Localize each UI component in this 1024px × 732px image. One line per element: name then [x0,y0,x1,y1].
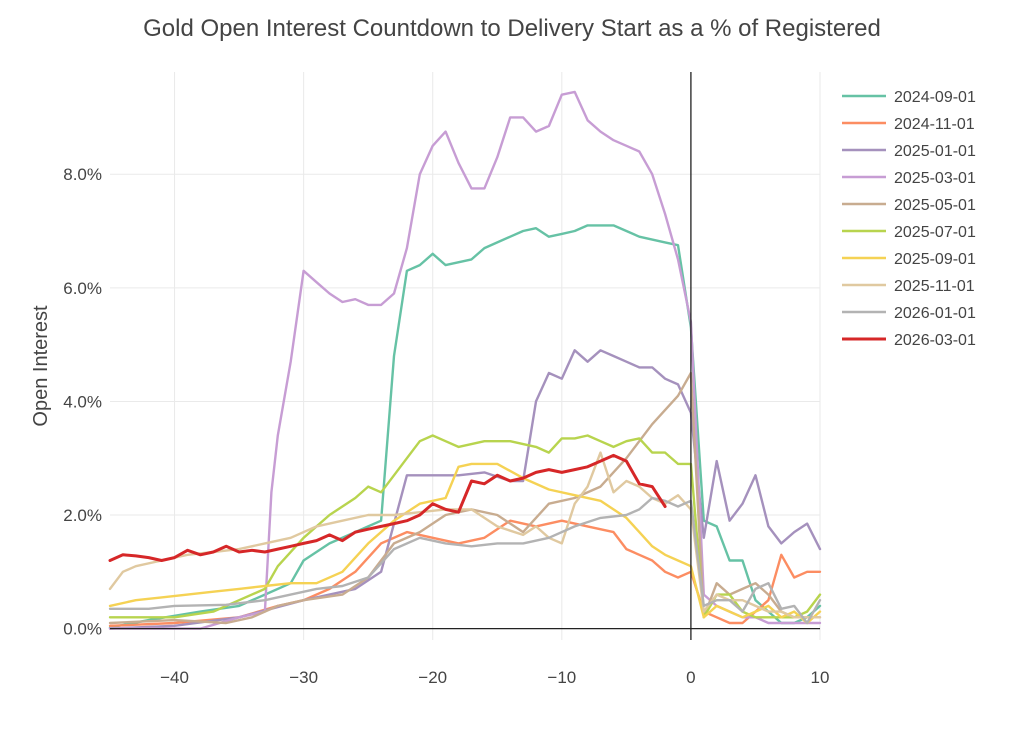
legend-label: 2026-01-01 [894,305,976,322]
legend-label: 2024-09-01 [894,89,976,106]
legend-item[interactable]: 2025-01-01 [842,143,976,160]
legend[interactable]: 2024-09-01 2024-11-01 2025-01-01 2025-03-01… [842,89,976,349]
x-tick-label: −40 [160,668,189,687]
series-lines [108,90,822,630]
x-tick-label: 0 [686,668,695,687]
legend-label: 2025-09-01 [894,251,976,268]
legend-label: 2025-01-01 [894,143,976,160]
y-tick-label: 4.0% [63,392,102,411]
y-tick-label: 8.0% [63,165,102,184]
x-tick-label: 10 [811,668,830,687]
legend-item[interactable]: 2025-11-01 [842,278,975,295]
legend-item[interactable]: 2024-11-01 [842,116,975,133]
legend-label: 2025-11-01 [894,278,975,295]
series-line-2024-09-01 [108,224,822,629]
legend-item[interactable]: 2025-05-01 [842,197,976,214]
series-line-2025-07-01 [108,434,822,619]
x-tick-label: −30 [289,668,318,687]
legend-item[interactable]: 2026-01-01 [842,305,976,322]
legend-item[interactable]: 2025-07-01 [842,224,976,241]
x-tick-label: −10 [547,668,576,687]
legend-item[interactable]: 2025-03-01 [842,170,976,187]
tick-labels: −40 −30 −20 −10 0 10 0.0% 2.0% 4.0% 6.0% 8.0% [63,165,829,687]
x-tick-label: −20 [418,668,447,687]
legend-label: 2025-03-01 [894,170,976,187]
legend-item[interactable]: 2026-03-01 [842,332,976,349]
y-axis-title: Open Interest [30,305,52,427]
legend-label: 2025-05-01 [894,197,976,214]
y-tick-label: 0.0% [63,620,102,639]
axes [110,72,820,640]
legend-item[interactable]: 2024-09-01 [842,89,976,106]
legend-label: 2025-07-01 [894,224,976,241]
series-line-2025-01-01 [108,349,822,630]
legend-label: 2026-03-01 [894,332,976,349]
legend-label: 2024-11-01 [894,116,975,133]
legend-item[interactable]: 2025-09-01 [842,251,976,268]
series-line-2025-05-01 [108,371,822,625]
series-line-2025-11-01 [108,451,822,619]
y-tick-label: 6.0% [63,279,102,298]
series-line-2025-09-01 [108,462,822,625]
series-line-2026-01-01 [108,496,822,625]
gridlines [110,72,821,640]
y-tick-label: 2.0% [63,506,102,525]
series-line-2025-03-01 [108,90,822,630]
series-line-2026-03-01 [108,453,667,562]
chart-title: Gold Open Interest Countdown to Delivery… [143,15,881,42]
